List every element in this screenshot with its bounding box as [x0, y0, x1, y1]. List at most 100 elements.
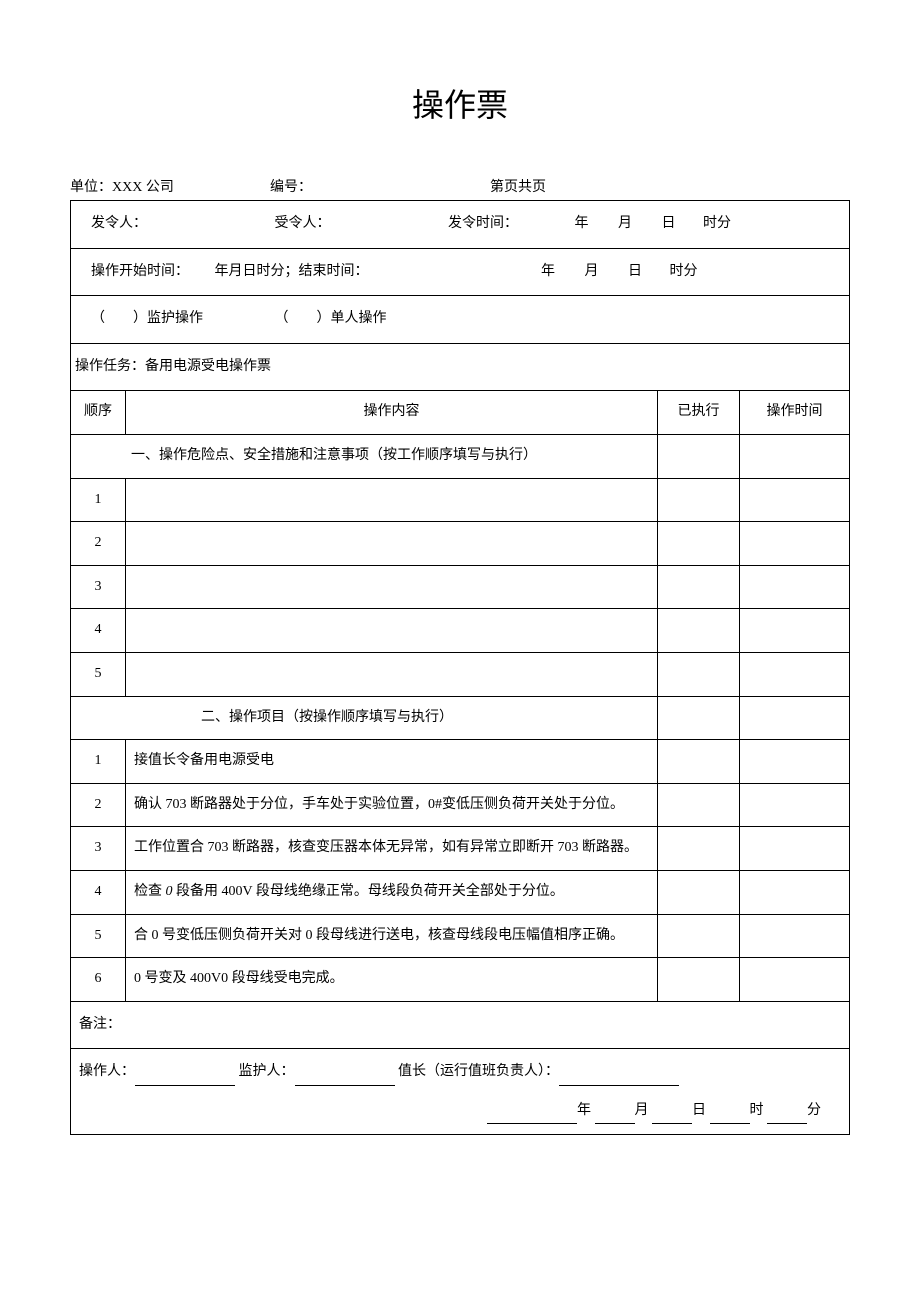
time-cell [740, 652, 850, 696]
start-mid: 年月日时分；结束时间： [215, 259, 525, 286]
task-value: 备用电源受电操作票 [145, 359, 271, 374]
seq-cell: 4 [71, 609, 126, 653]
column-header-row: 顺序 操作内容 已执行 操作时间 [71, 391, 850, 435]
exec-cell [658, 478, 740, 522]
time-cell [740, 478, 850, 522]
exec-cell [658, 522, 740, 566]
unit-block: 单位：XXX 公司 [70, 176, 270, 196]
exec-cell [658, 827, 740, 871]
time-cell [740, 522, 850, 566]
hourmin-label-2: 时分 [659, 259, 709, 286]
op-row-4: 4 检查 0 段备用 400V 段母线绝缘正常。母线段负荷开关全部处于分位。 [71, 870, 850, 914]
page-label: 第页共页 [490, 180, 546, 195]
year-label: 年 [562, 211, 602, 238]
operator-blank [135, 1069, 235, 1086]
content-cell: 0 号变及 400V0 段母线受电完成。 [126, 958, 658, 1002]
seq-cell: 3 [71, 565, 126, 609]
safety-row-4: 4 [71, 609, 850, 653]
italic-zero: 0 [166, 884, 173, 899]
date-line: 年 月 日 时 分 [79, 1098, 841, 1125]
op-row-1: 1 接值长令备用电源受电 [71, 740, 850, 784]
time-cell [740, 783, 850, 827]
content-cell [126, 522, 658, 566]
supervisor-blank [295, 1069, 395, 1086]
section2-header: 二、操作项目（按操作顺序填写与执行） [71, 696, 850, 740]
section1-text: 一、操作危险点、安全措施和注意事项（按工作顺序填写与执行） [71, 434, 658, 478]
exec-cell [658, 740, 740, 784]
remark-cell: 备注： [71, 1001, 850, 1049]
day-label-3: 日 [692, 1103, 706, 1118]
time-cell [740, 609, 850, 653]
op-row-6: 6 0 号变及 400V0 段母线受电完成。 [71, 958, 850, 1002]
content-cell [126, 565, 658, 609]
year-label-3: 年 [577, 1103, 591, 1118]
duty-blank [559, 1069, 679, 1086]
empty-cell [740, 696, 850, 740]
min-label: 分 [807, 1103, 821, 1118]
month-label-2: 月 [572, 259, 612, 286]
operator-label: 操作人： [79, 1064, 135, 1079]
col-seq: 顺序 [71, 391, 126, 435]
exec-cell [658, 958, 740, 1002]
seq-cell: 2 [71, 522, 126, 566]
empty-cell [658, 434, 740, 478]
receiver-label: 受令人： [275, 211, 445, 238]
hour-blank [710, 1108, 750, 1125]
content-cell: 合 0 号变低压侧负荷开关对 0 段母线进行送电，核查母线段电压幅值相序正确。 [126, 914, 658, 958]
unit-label: 单位： [70, 180, 112, 195]
exec-cell [658, 609, 740, 653]
unit-value: XXX 公司 [112, 180, 174, 195]
year-label-2: 年 [528, 259, 568, 286]
issuer-label: 发令人： [91, 211, 271, 238]
seq-cell: 5 [71, 652, 126, 696]
op-row-3: 3 工作位置合 703 断路器，核查变压器本体无异常，如有异常立即断开 703 … [71, 827, 850, 871]
seq-cell: 2 [71, 783, 126, 827]
empty-cell [740, 434, 850, 478]
time-cell [740, 870, 850, 914]
content-cell [126, 478, 658, 522]
start-label: 操作开始时间： [91, 259, 211, 286]
info-row-3: （ ）监护操作 （ ）单人操作 [71, 296, 850, 344]
section2-text: 二、操作项目（按操作顺序填写与执行） [71, 696, 658, 740]
seq-cell: 4 [71, 870, 126, 914]
hour-label: 时 [750, 1103, 764, 1118]
safety-row-1: 1 [71, 478, 850, 522]
exec-cell [658, 914, 740, 958]
signature-row: 操作人： 监护人： 值长（运行值班负责人）： 年 月 日 时 分 [71, 1049, 850, 1135]
remark-row: 备注： [71, 1001, 850, 1049]
content-cell [126, 609, 658, 653]
day-label-2: 日 [615, 259, 655, 286]
supervise-label: （ ）监护操作 [91, 306, 271, 333]
safety-row-5: 5 [71, 652, 850, 696]
month-label-3: 月 [635, 1103, 649, 1118]
day-blank [652, 1108, 692, 1125]
time-cell [740, 914, 850, 958]
task-label: 操作任务： [75, 359, 145, 374]
col-content: 操作内容 [126, 391, 658, 435]
time-cell [740, 958, 850, 1002]
header-line: 单位：XXX 公司 编号： 第页共页 [70, 176, 850, 196]
op-row-2: 2 确认 703 断路器处于分位，手车处于实验位置，0#变低压侧负荷开关处于分位… [71, 783, 850, 827]
min-blank [767, 1108, 807, 1125]
exec-cell [658, 652, 740, 696]
content-cell: 检查 0 段备用 400V 段母线绝缘正常。母线段负荷开关全部处于分位。 [126, 870, 658, 914]
day-label: 日 [649, 211, 689, 238]
task-row: 操作任务：备用电源受电操作票 [71, 343, 850, 391]
content-cell: 工作位置合 703 断路器，核查变压器本体无异常，如有异常立即断开 703 断路… [126, 827, 658, 871]
seq-cell: 3 [71, 827, 126, 871]
seq-cell: 6 [71, 958, 126, 1002]
document-title: 操作票 [70, 80, 850, 126]
seq-cell: 1 [71, 740, 126, 784]
seq-cell: 1 [71, 478, 126, 522]
month-label: 月 [605, 211, 645, 238]
main-table: 发令人： 受令人： 发令时间： 年 月 日 时分 操作开始时间： 年月日时分；结… [70, 200, 850, 1135]
info-row-1: 发令人： 受令人： 发令时间： 年 月 日 时分 [71, 201, 850, 249]
content-cell: 确认 703 断路器处于分位，手车处于实验位置，0#变低压侧负荷开关处于分位。 [126, 783, 658, 827]
page-block: 第页共页 [490, 176, 850, 196]
section1-header: 一、操作危险点、安全措施和注意事项（按工作顺序填写与执行） [71, 434, 850, 478]
signature-cell: 操作人： 监护人： 值长（运行值班负责人）： 年 月 日 时 分 [71, 1049, 850, 1135]
content-cell: 接值长令备用电源受电 [126, 740, 658, 784]
time-cell [740, 827, 850, 871]
safety-row-2: 2 [71, 522, 850, 566]
single-label: （ ）单人操作 [275, 311, 387, 326]
